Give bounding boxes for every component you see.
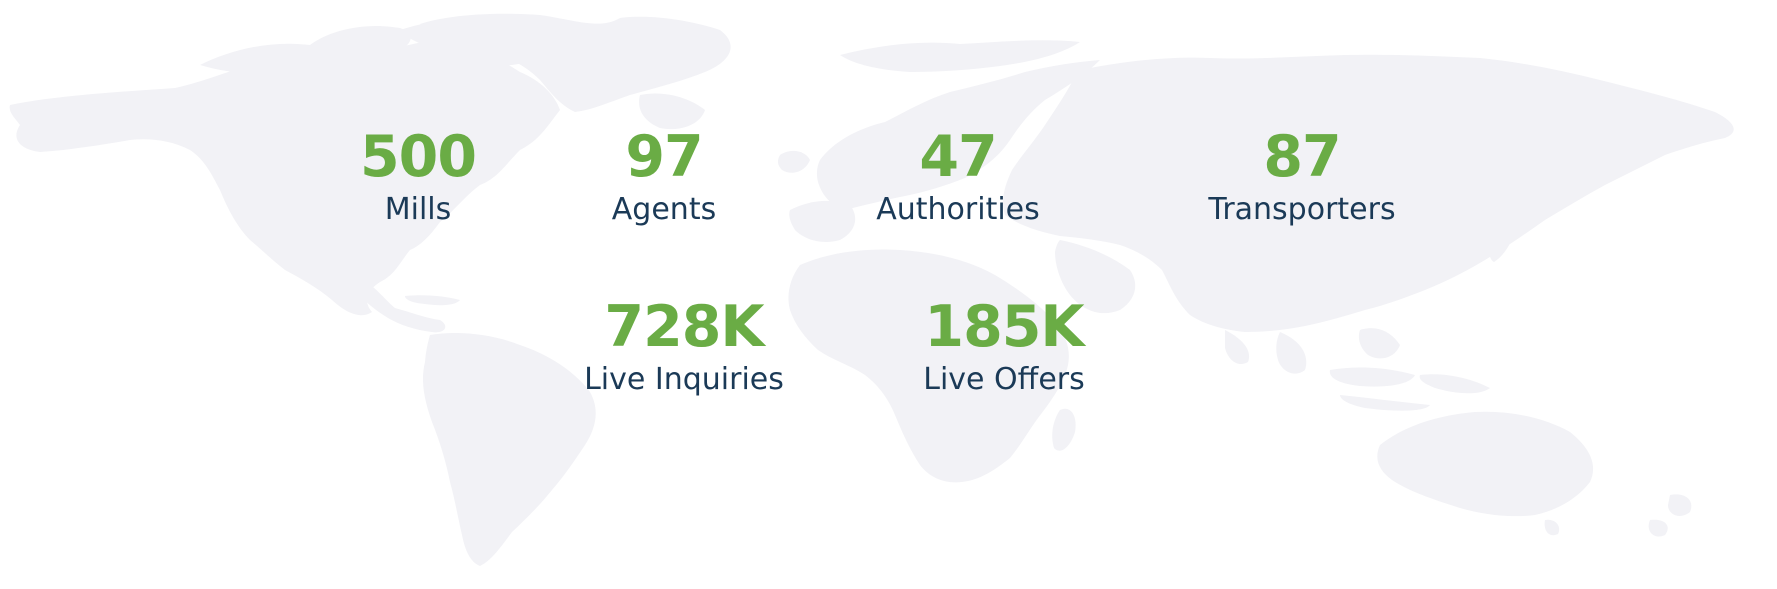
stat-agents: 97 Agents [612,124,716,230]
stat-value: 728K [604,294,764,360]
stat-label: Agents [611,192,717,227]
stat-authorities: 47 Authorities [876,124,1040,230]
stat-value: 500 [360,124,477,190]
stat-mills: 500 Mills [360,124,477,230]
stat-value: 47 [919,124,997,190]
stat-label: Authorities [876,192,1040,227]
stat-live-offers: 185K Live Offers [923,294,1085,400]
stat-label: Live Offers [923,362,1085,397]
stat-label: Live Inquiries [584,362,784,397]
stat-value: 185K [924,294,1084,360]
stat-value: 97 [625,124,703,190]
stat-label: Transporters [1208,192,1396,227]
stat-value: 87 [1263,124,1341,190]
stat-transporters: 87 Transporters [1208,124,1395,230]
stat-label: Mills [384,192,452,227]
stat-live-inquiries: 728K Live Inquiries [584,294,784,400]
